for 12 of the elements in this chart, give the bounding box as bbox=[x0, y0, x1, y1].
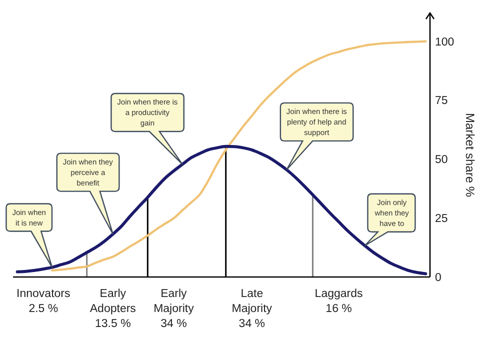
x-tick-label: Innovators 2.5 % bbox=[16, 288, 71, 315]
line-series bbox=[50, 40, 427, 272]
y-tick-label: 100 bbox=[435, 36, 454, 48]
y-tick-label: 50 bbox=[435, 154, 448, 166]
y-axis-title: Market share % bbox=[463, 112, 477, 198]
y-tick-label: 25 bbox=[435, 213, 448, 226]
x-tick-label: Early Adopters 13.5 % bbox=[90, 288, 136, 330]
y-tick-label: 75 bbox=[435, 95, 448, 108]
y-tick-label: 0 bbox=[435, 272, 442, 284]
x-tick-label: Laggards 16 % bbox=[314, 288, 363, 315]
x-tick-label: Late Majority 34 % bbox=[232, 288, 272, 330]
x-tick-label: Early Majority 34 % bbox=[154, 288, 194, 330]
